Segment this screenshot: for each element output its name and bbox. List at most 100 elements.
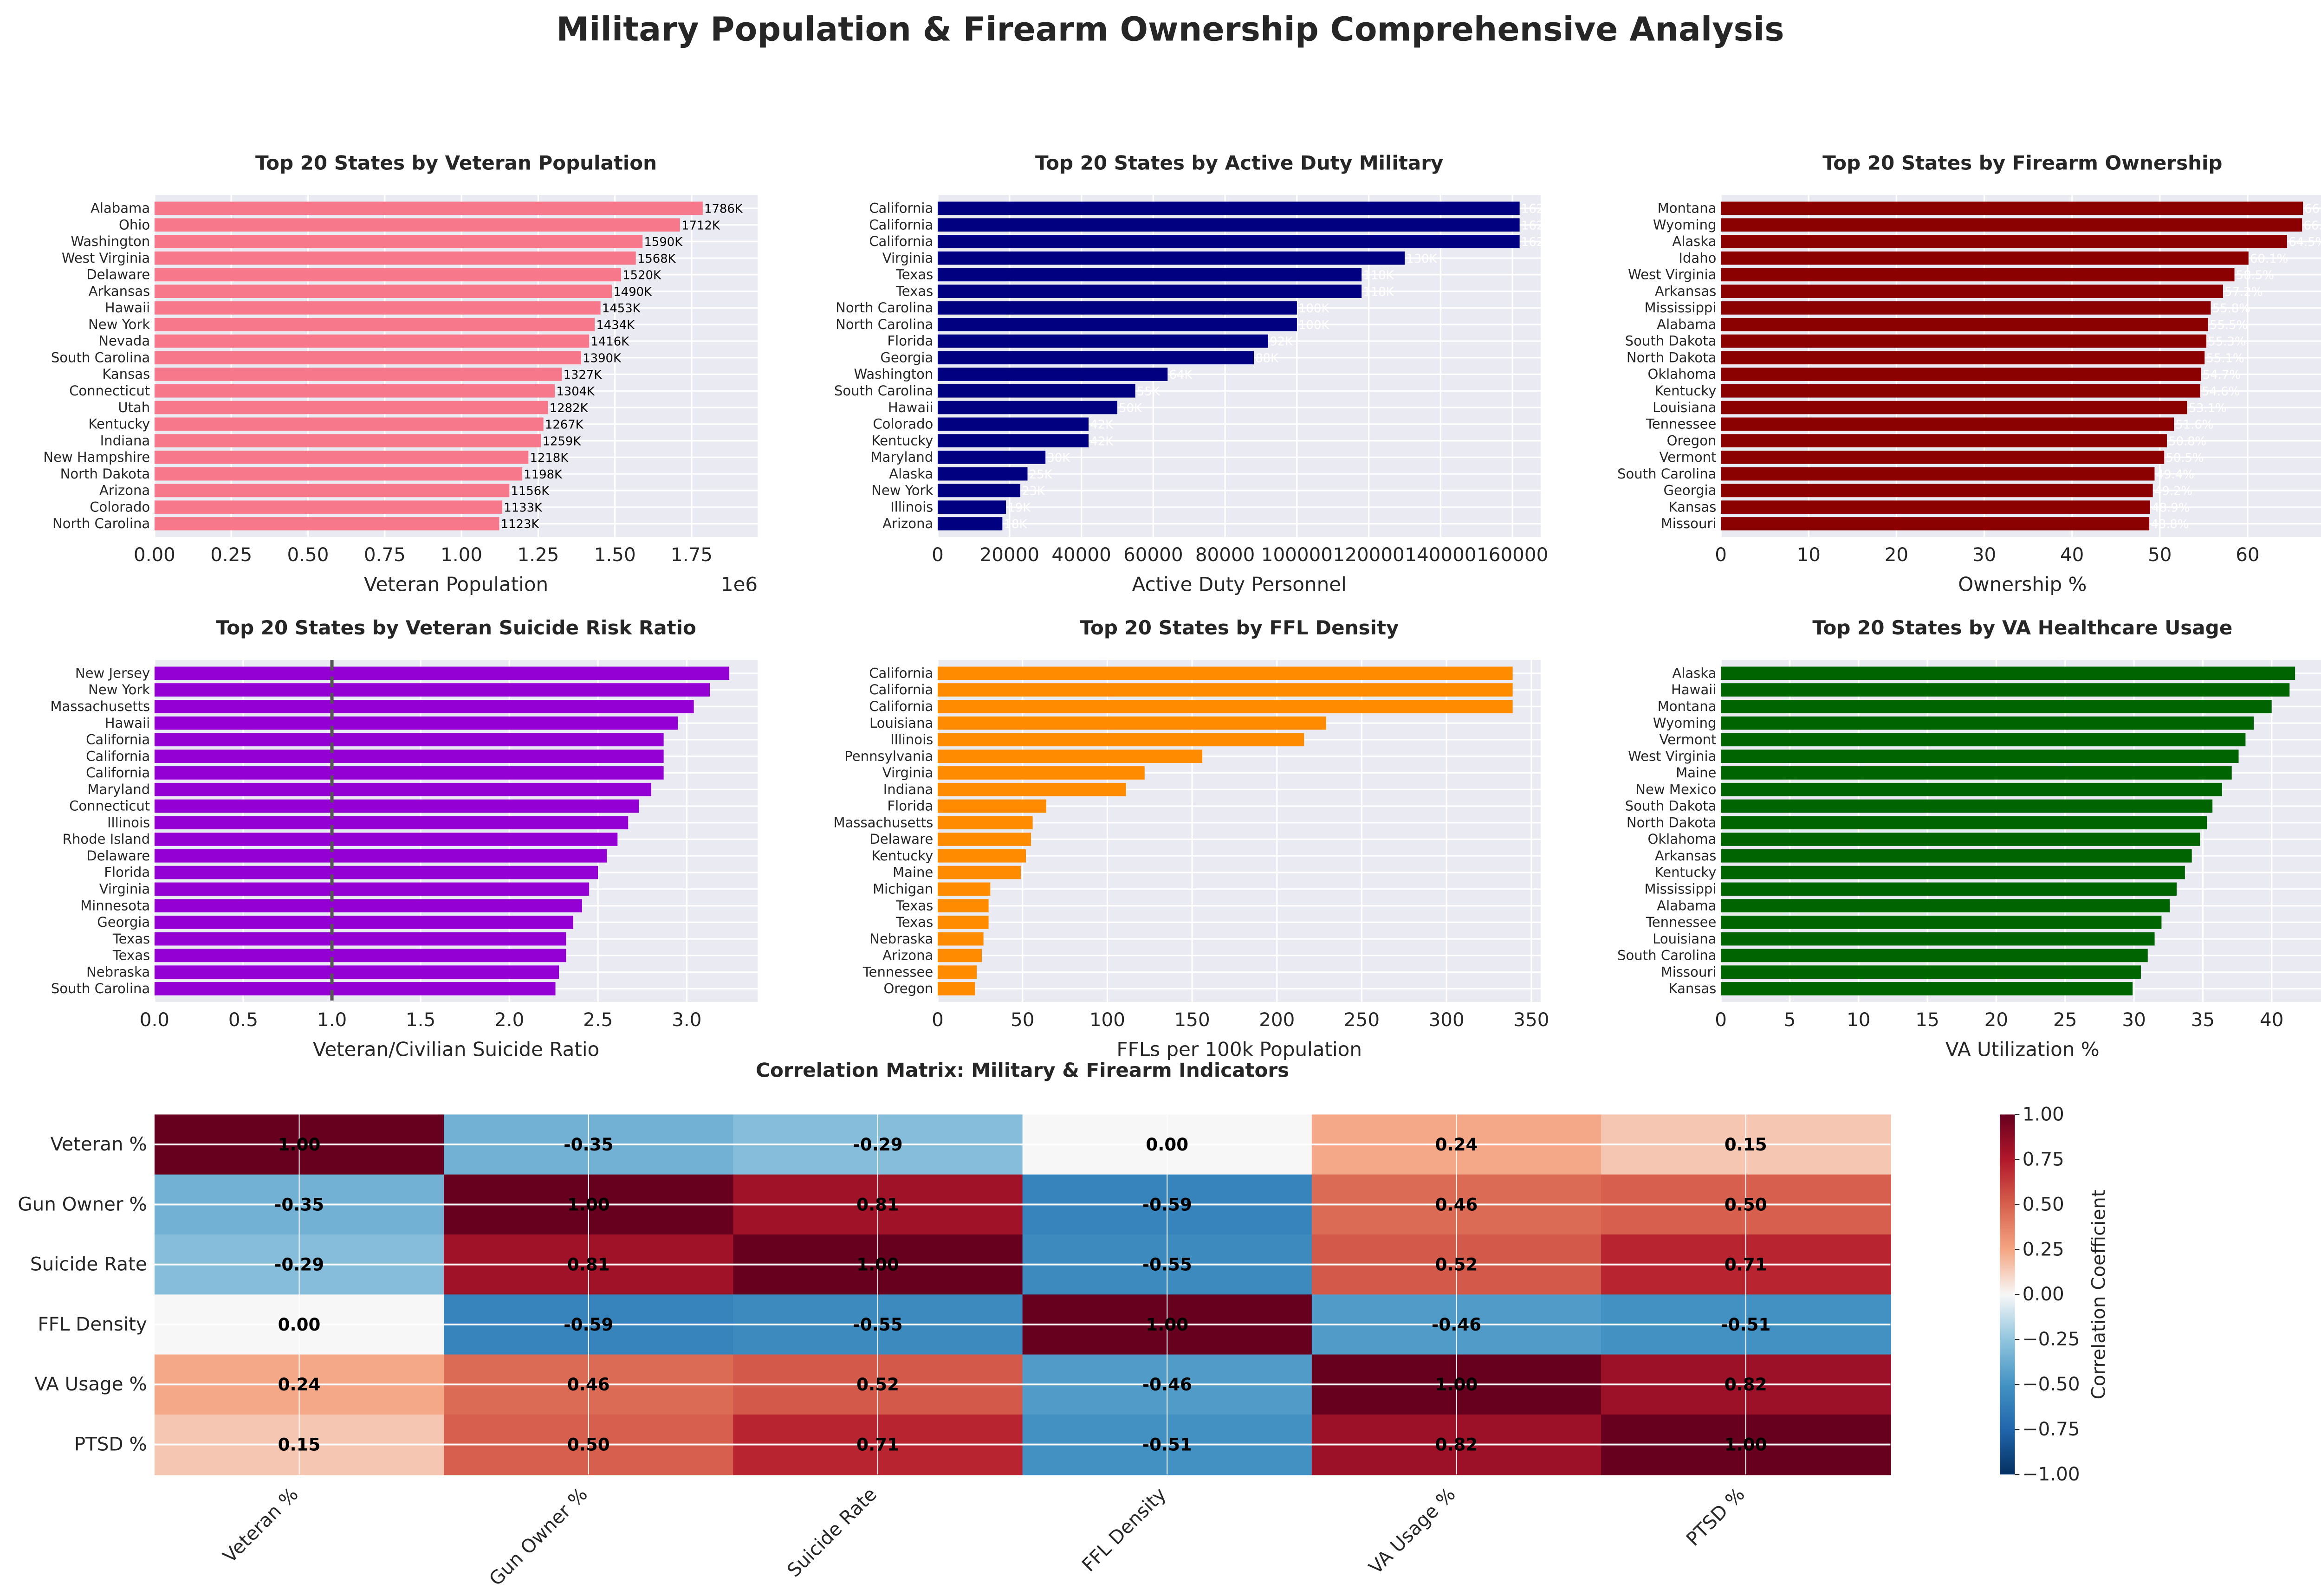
bar: [938, 417, 1089, 431]
bar: [1721, 750, 2239, 763]
cell-value-label: -0.55: [1142, 1255, 1192, 1275]
bar-value-label: 42K: [1090, 418, 1114, 432]
bar: [154, 799, 639, 813]
y-tick-label: Florida: [887, 333, 933, 349]
bar: [154, 417, 544, 431]
bar: [1721, 351, 2205, 365]
bar: [938, 816, 1033, 830]
y-tick-label: Rhode Island: [63, 831, 150, 847]
bar: [1721, 816, 2207, 830]
bar: [938, 866, 1021, 879]
cell-value-label: -0.46: [1142, 1375, 1192, 1395]
cell-value-label: -0.51: [1142, 1434, 1192, 1454]
bar: [938, 683, 1513, 697]
bar: [938, 949, 982, 963]
bar-value-label: 1390K: [583, 351, 622, 365]
y-tick-label: California: [869, 665, 933, 681]
y-tick-label: Idaho: [1679, 250, 1716, 266]
cell-value-label: 0.82: [1725, 1375, 1767, 1395]
bar: [1721, 201, 2303, 215]
y-tick-label: Louisiana: [869, 715, 933, 731]
x-tick-label: 20: [1984, 1008, 2008, 1031]
y-tick-label: Connecticut: [69, 383, 150, 399]
y-tick-label: Delaware: [86, 267, 150, 283]
bar-value-label: 19K: [1007, 501, 1031, 515]
bar: [154, 866, 598, 879]
y-tick-label: Kansas: [1669, 499, 1717, 515]
y-tick-label: Kansas: [102, 366, 150, 382]
chart-title: Top 20 States by Veteran Population: [255, 151, 657, 174]
offset-label: 1e6: [721, 573, 758, 595]
y-tick-label: Tennessee: [862, 964, 934, 980]
bar-value-label: 55.8%: [2212, 302, 2250, 316]
bar-value-label: 55.5%: [2210, 318, 2248, 332]
bar: [154, 733, 664, 747]
bar: [1721, 700, 2272, 713]
y-tick-label: South Carolina: [51, 981, 150, 996]
x-tick-label: 10: [1797, 543, 1821, 566]
bar-value-label: 162K: [1521, 235, 1552, 249]
y-tick-label: North Dakota: [1627, 814, 1717, 830]
y-tick-label: Suicide Rate: [30, 1253, 147, 1275]
y-tick-label: Alaska: [1672, 665, 1716, 681]
bar: [154, 932, 566, 946]
y-tick-label: North Carolina: [836, 300, 933, 316]
cell-value-label: -0.29: [853, 1135, 902, 1155]
x-tick-label: 50: [2148, 543, 2172, 566]
bar: [1721, 334, 2207, 348]
bar-value-label: 60.1%: [2250, 252, 2288, 266]
y-tick-label: Virginia: [882, 250, 934, 266]
bar-value-label: 1133K: [504, 501, 543, 515]
y-tick-label: Montana: [1658, 698, 1717, 714]
bar: [154, 766, 664, 780]
x-tick-label: 0: [1715, 543, 1727, 566]
bar: [1721, 683, 2290, 697]
cell-value-label: 0.52: [1435, 1255, 1478, 1275]
y-tick-label: Massachusetts: [50, 698, 150, 714]
x-tick-label: 20000: [980, 543, 1040, 566]
y-tick-label: California: [869, 233, 933, 249]
x-tick-label: 2.5: [583, 1008, 613, 1031]
y-tick-label: Tennessee: [1646, 914, 1717, 930]
cell-value-label: -0.46: [1432, 1315, 1481, 1335]
y-tick-label: Texas: [895, 914, 933, 930]
y-tick-label: New Jersey: [75, 665, 150, 681]
bar-value-label: 1218K: [530, 451, 569, 465]
y-tick-label: Veteran %: [51, 1133, 147, 1155]
bar: [1721, 965, 2141, 979]
y-tick-label: Ohio: [119, 217, 150, 233]
bar-chart-6: 0 5 10 15 20 25 30 35 40 AlaskaHawaiiMontanaWyomi…: [1617, 616, 2321, 1060]
bar: [938, 882, 991, 896]
x-axis-label: Veteran/Civilian Suicide Ratio: [313, 1038, 599, 1060]
cell-value-label: 0.46: [1435, 1195, 1478, 1215]
bar: [154, 235, 643, 248]
bar-value-label: 48.9%: [2152, 501, 2190, 515]
x-tick-label: Veteran %: [218, 1483, 302, 1567]
x-tick-label: 0.25: [210, 543, 252, 566]
y-tick-label: Texas: [895, 267, 933, 283]
x-tick-label: 100000: [1261, 543, 1333, 566]
y-tick-label: Arizona: [99, 483, 150, 498]
bar-value-label: 50.8%: [2168, 434, 2206, 448]
bar: [1721, 284, 2223, 298]
bar: [938, 799, 1046, 813]
bar-value-label: 1434K: [596, 318, 635, 332]
x-tick-label: Suicide Rate: [783, 1483, 881, 1582]
bar: [154, 750, 664, 763]
cell-value-label: 1.00: [856, 1255, 899, 1275]
bar: [1721, 932, 2155, 946]
x-tick-label: 1.50: [594, 543, 636, 566]
bar: [938, 766, 1145, 780]
x-tick-label: 40: [2060, 543, 2084, 566]
y-tick-label: PTSD %: [74, 1433, 147, 1455]
y-tick-label: Wyoming: [1653, 217, 1717, 233]
cell-value-label: -0.59: [564, 1315, 613, 1335]
bar: [154, 899, 582, 912]
bar: [1721, 384, 2200, 398]
colorbar-tick-label: 0.25: [2023, 1238, 2064, 1260]
bar-value-label: 1282K: [550, 401, 589, 415]
x-tick-label: 0: [932, 1008, 944, 1031]
y-tick-label: New Hampshire: [43, 449, 150, 465]
y-tick-label: Indiana: [883, 782, 934, 797]
chart-title: Top 20 States by FFL Density: [1080, 616, 1399, 639]
